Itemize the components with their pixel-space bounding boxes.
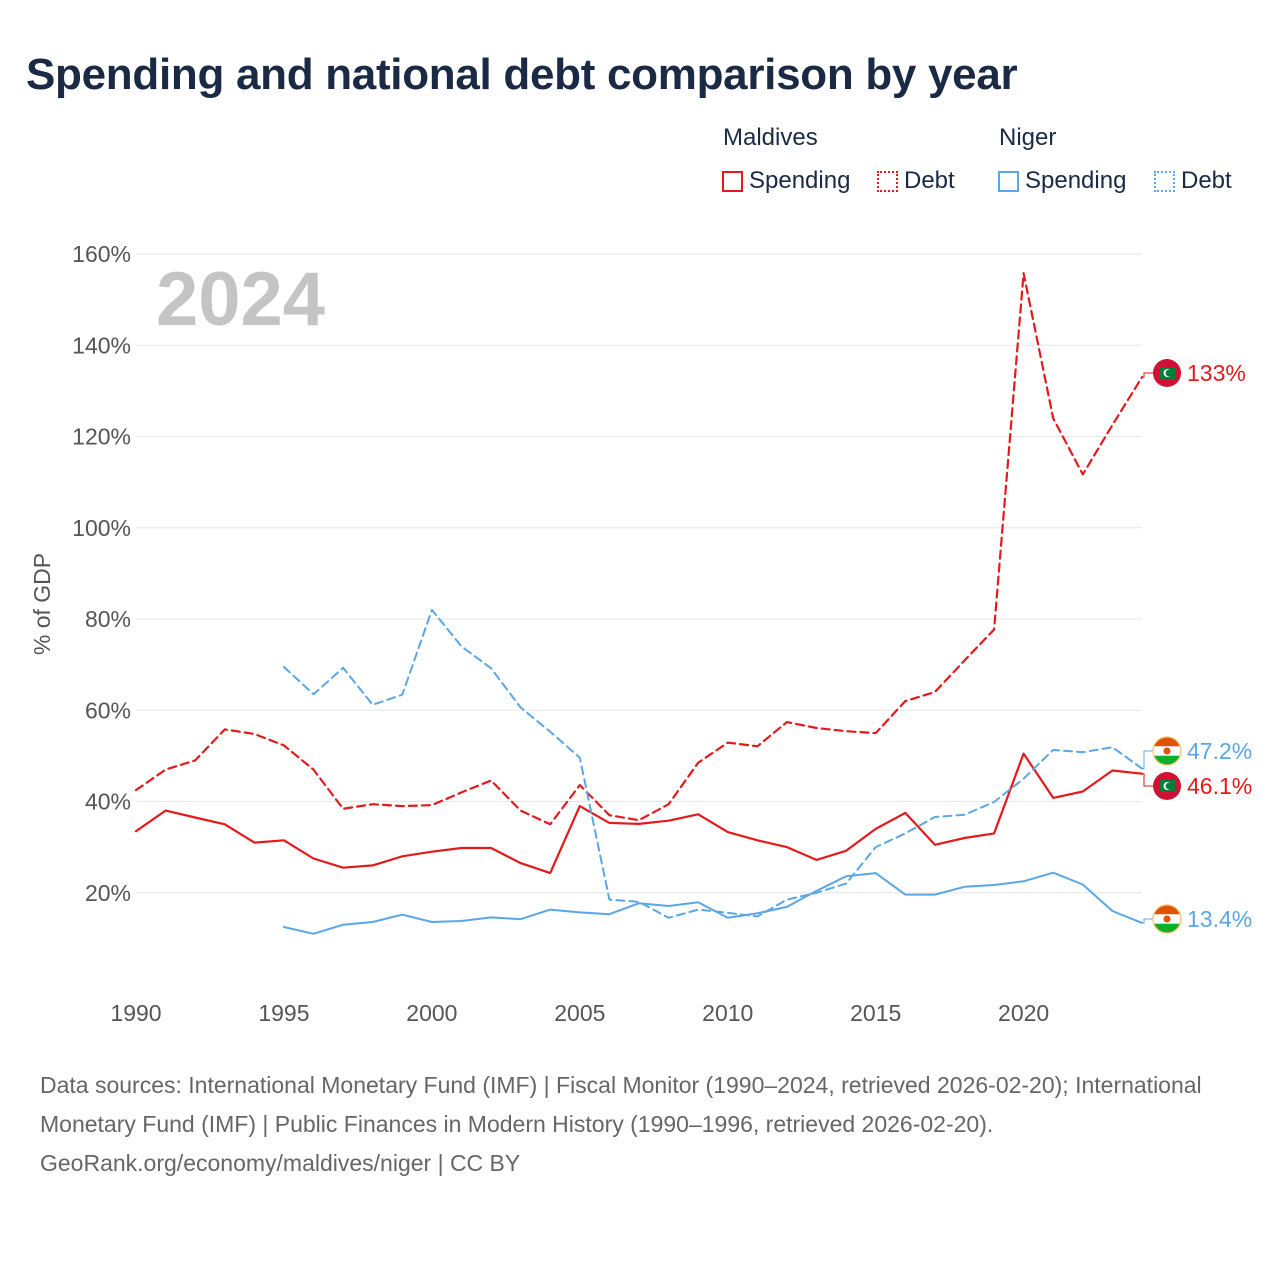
y-tick-label: 160% [72,241,131,267]
legend-swatch-dotted-red [877,170,898,192]
end-labels: 46.1% 133% 13.4% 47.2% [1142,359,1252,934]
x-tick-label: 2005 [554,1000,605,1026]
x-tick-label: 2015 [850,1000,901,1026]
legend-label: Spending [1025,167,1127,194]
legend-swatch-solid-red [722,170,743,192]
series-line-niger-debt[interactable] [282,608,1143,919]
maldives-flag-icon [1153,772,1181,800]
y-axis-ticks: 20% 40% 60% 80% 100% 120% 140% 160% [72,241,131,906]
y-tick-label: 120% [72,424,131,450]
x-tick-label: 1990 [110,1000,161,1026]
y-tick-label: 20% [85,880,131,906]
end-value-label: 133% [1187,360,1246,386]
maldives-flag-icon [1153,359,1181,387]
line-chart: 2024 20%40%60%80%100%120%140%160% 1990 19… [29,241,1252,1026]
legend-swatch-solid-blue [998,170,1019,192]
credit-link[interactable]: GeoRank.org/economy/maldives/niger | CC … [40,1150,521,1176]
legend-group-niger: Niger [999,124,1057,151]
y-tick-label: 140% [72,332,131,358]
end-label-connector [1142,750,1153,770]
legend-label: Debt [904,167,955,194]
legend-maldives-spending[interactable]: Spending [722,166,850,196]
x-axis-ticks: 1990 1995 2000 2005 2010 2015 2020 [110,1000,1049,1026]
legend-swatch-dotted-blue [1154,170,1175,192]
footer: Data sources: International Monetary Fun… [40,1066,1240,1183]
niger-flag-icon [1152,904,1182,934]
end-value-label: 47.2% [1187,738,1252,764]
end-label-connector [1142,918,1153,924]
grid-lines [136,253,1142,894]
legend-niger-spending[interactable]: Spending [998,166,1126,196]
legend-maldives-debt[interactable]: Debt [877,166,955,196]
y-tick-label: 40% [85,789,131,815]
legend-label: Spending [749,167,851,194]
year-watermark: 2024 [156,257,325,342]
x-tick-label: 2020 [998,1000,1049,1026]
niger-flag-icon [1152,736,1182,766]
end-value-label: 46.1% [1187,773,1252,799]
legend-niger-debt[interactable]: Debt [1154,166,1232,196]
end-label-connector [1142,372,1153,378]
legend-label: Debt [1181,167,1232,194]
y-axis-label: % of GDP [29,553,55,655]
legend-group-maldives: Maldives [723,124,818,151]
chart-title: Spending and national debt comparison by… [26,50,1018,99]
x-tick-label: 2010 [702,1000,753,1026]
end-value-label: 13.4% [1187,906,1252,932]
y-tick-label: 60% [85,697,131,723]
series-line-maldives-spending[interactable] [134,752,1144,875]
y-tick-label: 80% [85,606,131,632]
series-line-maldives-debt[interactable] [134,272,1144,826]
x-tick-label: 2000 [406,1000,457,1026]
x-tick-label: 1995 [258,1000,309,1026]
end-label-connector [1142,773,1153,787]
series-lines [134,272,1144,935]
data-sources: Data sources: International Monetary Fun… [40,1072,1202,1137]
y-tick-label: 100% [72,515,131,541]
series-line-niger-spending[interactable] [282,871,1143,935]
